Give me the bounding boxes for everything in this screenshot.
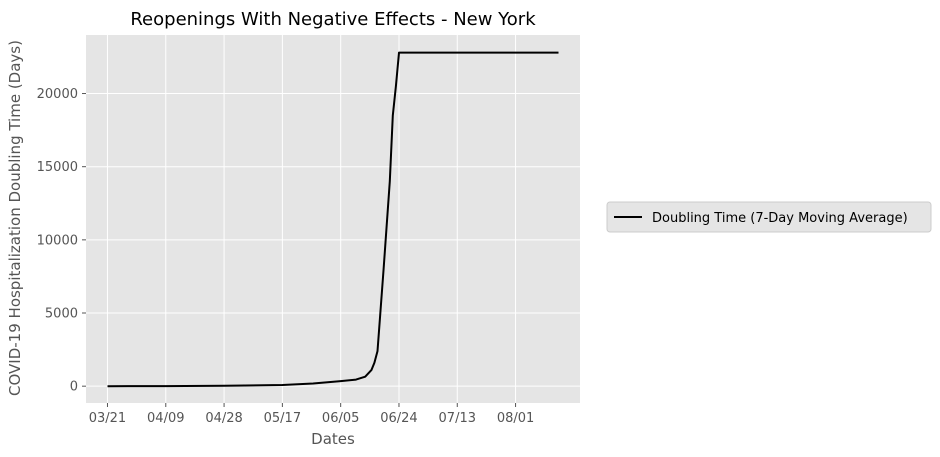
y-tick-label: 10000 xyxy=(37,233,78,248)
plot-background xyxy=(86,35,580,403)
y-tick-label: 15000 xyxy=(37,160,78,175)
legend-box xyxy=(606,201,932,233)
y-tick-label: 20000 xyxy=(37,87,78,102)
x-tick-label: 04/09 xyxy=(147,411,184,426)
y-tick-label: 0 xyxy=(70,380,78,395)
series-lines xyxy=(107,51,559,388)
x-ticks: 03/21 04/09 04/28 05/17 06/05 06/24 07/13 08/01 xyxy=(89,403,534,426)
x-tick-label: 07/13 xyxy=(439,411,476,426)
x-tick-label: 04/28 xyxy=(205,411,242,426)
grid xyxy=(86,35,580,403)
x-tick-label: 03/21 xyxy=(89,411,126,426)
series-line xyxy=(107,51,559,388)
x-axis-label: Dates xyxy=(311,430,355,448)
y-ticks: 0 5000 10000 15000 20000 xyxy=(37,87,86,395)
x-tick-label: 06/05 xyxy=(322,411,359,426)
x-tick-label: 05/17 xyxy=(264,411,301,426)
legend: Doubling Time (7-Day Moving Average) xyxy=(606,201,932,233)
chart-title: Reopenings With Negative Effects - New Y… xyxy=(130,9,536,30)
legend-entry-label: Doubling Time (7-Day Moving Average) xyxy=(652,211,908,226)
x-tick-label: 06/24 xyxy=(380,411,417,426)
y-tick-label: 5000 xyxy=(45,307,78,322)
x-tick-label: 08/01 xyxy=(497,411,534,426)
y-axis-label: COVID-19 Hospitalization Doubling Time (… xyxy=(6,40,24,396)
